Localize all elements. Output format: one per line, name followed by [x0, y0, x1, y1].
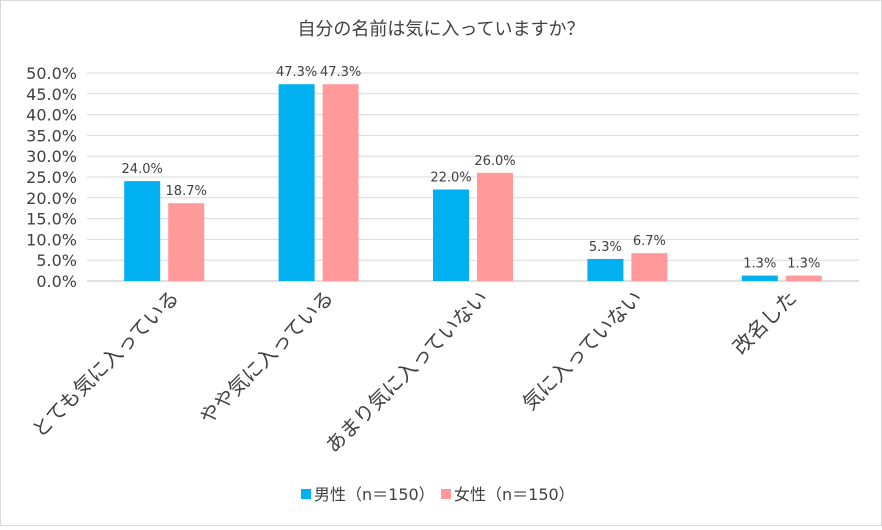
bar — [741, 275, 778, 281]
data-label: 47.3% — [320, 65, 361, 80]
bar — [587, 258, 624, 281]
y-tick-label: 10.0% — [26, 230, 77, 249]
category-label: あまり気に入っていない — [321, 286, 493, 458]
bar — [124, 181, 161, 281]
chart-title: 自分の名前は気に入っていますか？ — [297, 19, 584, 40]
y-tick-label: 40.0% — [26, 106, 77, 125]
data-label: 5.3% — [589, 240, 622, 255]
data-label: 18.7% — [166, 184, 207, 199]
gridlines — [87, 72, 859, 282]
legend-label: 男性（n＝150） — [314, 485, 435, 504]
category-label: 改名した — [728, 286, 802, 360]
bar — [168, 203, 205, 281]
y-tick-label: 5.0% — [36, 251, 77, 270]
legend: 男性（n＝150） 女性（n＝150） — [301, 485, 575, 504]
data-label: 1.3% — [743, 257, 776, 272]
y-tick-label: 50.0% — [26, 64, 77, 83]
bar — [477, 172, 513, 281]
bar — [322, 84, 359, 282]
data-label: 24.0% — [122, 162, 163, 177]
y-tick-label: 45.0% — [26, 85, 77, 104]
bar — [433, 189, 469, 281]
legend-label: 女性（n＝150） — [454, 485, 575, 504]
y-tick-label: 0.0% — [36, 272, 77, 291]
category-label: 気に入っていない — [518, 286, 647, 415]
data-labels: 24.0%18.7% 47.3% 47.3% 22.0%26.0% 5.3% 6.7% 1.… — [122, 65, 821, 271]
category-label: やや気に入っている — [195, 286, 339, 430]
legend-swatch — [301, 489, 311, 499]
y-tick-label: 15.0% — [26, 210, 77, 229]
data-label: 22.0% — [430, 170, 471, 185]
legend-swatch — [441, 489, 451, 499]
y-tick-label: 20.0% — [26, 189, 77, 208]
bar — [785, 275, 822, 281]
bars — [124, 84, 822, 282]
y-tick-label: 30.0% — [26, 147, 77, 166]
bar — [631, 253, 668, 281]
data-label: 47.3% — [276, 65, 317, 80]
y-tick-label: 25.0% — [26, 168, 77, 187]
category-label: とても気に入っている — [27, 286, 184, 443]
y-tick-label: 35.0% — [26, 126, 77, 145]
data-label: 6.7% — [633, 234, 666, 249]
y-axis-ticks: 0.0% 5.0% 10.0%15.0% 20.0% 25.0% 30.0% 35.0%40… — [26, 64, 77, 291]
bar — [278, 84, 315, 282]
data-label: 26.0% — [474, 154, 515, 169]
data-label: 1.3% — [787, 257, 820, 272]
